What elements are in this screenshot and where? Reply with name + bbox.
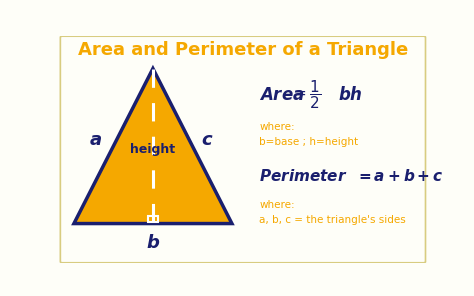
Text: $\bfit{bh}$: $\bfit{bh}$	[338, 86, 363, 104]
Polygon shape	[74, 69, 232, 223]
Text: b: b	[146, 234, 159, 252]
Text: where:: where:	[259, 200, 295, 210]
Text: $\bfit{Perimeter}$  $\bfit{= a+b+c}$: $\bfit{Perimeter}$ $\bfit{= a+b+c}$	[259, 168, 444, 184]
Text: a, b, c = the triangle's sides: a, b, c = the triangle's sides	[259, 215, 406, 225]
Text: c: c	[201, 131, 211, 149]
Bar	[148, 216, 158, 222]
Text: height: height	[130, 143, 175, 156]
Text: Area and Perimeter of a Triangle: Area and Perimeter of a Triangle	[78, 41, 408, 59]
Text: $= \dfrac{1}{2}$: $= \dfrac{1}{2}$	[291, 78, 321, 111]
Text: $\bfit{Area}$: $\bfit{Area}$	[259, 86, 305, 104]
FancyBboxPatch shape	[60, 36, 426, 263]
Text: a: a	[90, 131, 102, 149]
Text: where:: where:	[259, 122, 295, 132]
Text: b=base ; h=height: b=base ; h=height	[259, 136, 358, 147]
